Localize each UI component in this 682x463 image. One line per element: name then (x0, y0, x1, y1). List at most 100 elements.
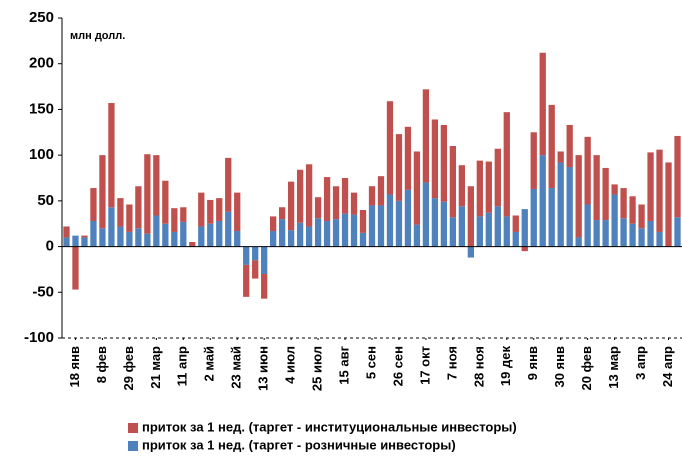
legend-swatch (128, 441, 138, 451)
bar (323, 220, 331, 247)
bar (99, 228, 106, 247)
bar (63, 237, 70, 247)
bar (243, 246, 250, 265)
y-tick-label: 100 (29, 146, 54, 163)
x-tick-label: 30 янв (552, 346, 567, 388)
bar (314, 218, 322, 247)
bar (234, 192, 241, 232)
bar (198, 192, 205, 227)
bar (171, 231, 178, 247)
x-tick-label: 20 фев (579, 346, 594, 391)
bar (225, 157, 232, 212)
bar (225, 211, 232, 247)
bar (90, 220, 97, 247)
bar (503, 216, 510, 247)
x-tick-label: 11 апр (175, 346, 190, 386)
bar (144, 233, 151, 247)
bar (557, 162, 564, 247)
bar (593, 220, 600, 247)
bar (449, 217, 457, 247)
bar (602, 167, 609, 221)
bar (305, 164, 313, 227)
bar (180, 221, 187, 247)
bar (108, 103, 115, 208)
bar (413, 151, 421, 225)
bar (611, 194, 618, 247)
bar (323, 177, 331, 221)
bar (368, 205, 376, 247)
bar (243, 264, 250, 297)
bar (620, 218, 627, 247)
x-tick-label: 26 сен (390, 346, 405, 386)
bar (81, 237, 88, 247)
bar (126, 204, 133, 232)
bar (530, 188, 537, 247)
x-tick-label: 5 сен (363, 346, 378, 379)
bar (467, 246, 474, 258)
bar (413, 224, 421, 247)
bar (216, 198, 223, 221)
bar (494, 206, 501, 247)
bar (575, 237, 582, 247)
y-tick-label: 200 (29, 55, 54, 72)
bar (548, 104, 555, 189)
bar (422, 89, 430, 183)
bar (189, 242, 196, 247)
bar (548, 188, 555, 247)
bar (620, 188, 627, 219)
y-tick-label: 0 (46, 238, 54, 255)
bar (99, 155, 106, 229)
bar (108, 207, 115, 247)
x-tick-label: 29 фев (121, 346, 136, 391)
bar (117, 198, 124, 227)
bar (521, 209, 528, 247)
bar (207, 199, 214, 224)
bar (341, 178, 349, 214)
x-tick-label: 21 мар (148, 346, 163, 389)
bar (512, 231, 519, 247)
bar (332, 186, 340, 220)
bar (539, 52, 546, 156)
bar (261, 246, 268, 274)
bar (584, 204, 591, 247)
bar (647, 152, 654, 221)
bar (287, 230, 295, 247)
x-tick-label: 9 янв (525, 346, 540, 380)
bar (593, 155, 600, 221)
x-tick-label: 8 фев (94, 346, 109, 383)
bar (135, 228, 142, 247)
bar (135, 186, 142, 229)
bar (566, 167, 573, 247)
bar (377, 205, 385, 247)
bar (171, 208, 178, 232)
bar (521, 246, 528, 252)
y-tick-label: -50 (32, 283, 54, 300)
bar (674, 217, 681, 247)
bar (485, 161, 492, 213)
bar (314, 197, 322, 219)
bar (332, 219, 340, 247)
bar (198, 226, 205, 247)
bar (153, 155, 160, 216)
bar (207, 223, 214, 247)
bar (386, 101, 394, 195)
bar (126, 231, 133, 247)
bar (647, 220, 654, 247)
x-tick-label: 15 авг (336, 345, 351, 384)
bar (485, 212, 492, 247)
x-tick-label: 13 июн (256, 346, 271, 391)
bar (575, 155, 582, 238)
legend-label: приток за 1 нед. (таргет - институционал… (142, 419, 517, 434)
x-tick-label: 23 май (229, 346, 244, 389)
bar (539, 155, 546, 247)
bar (530, 132, 537, 189)
bar (368, 186, 376, 206)
bar (386, 194, 394, 247)
bar (602, 220, 609, 247)
bar (629, 196, 636, 224)
bar (234, 231, 241, 247)
bar (180, 207, 187, 222)
bar (458, 165, 465, 207)
bar (252, 260, 259, 279)
x-tick-label: 19 дек (498, 346, 513, 387)
